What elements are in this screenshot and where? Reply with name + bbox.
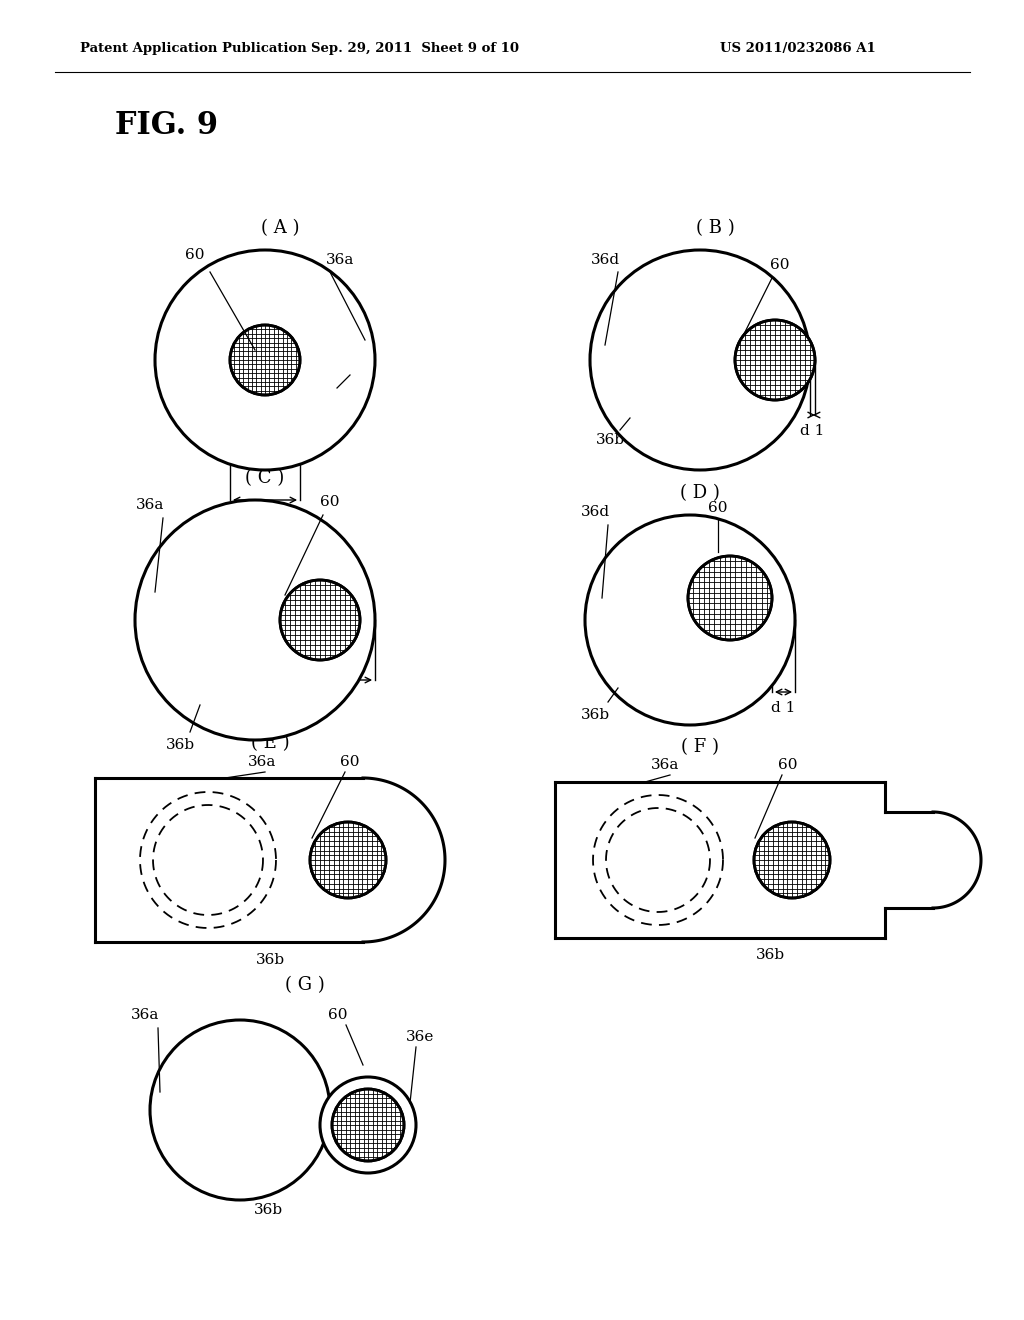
Text: 36b: 36b xyxy=(253,1203,283,1217)
Circle shape xyxy=(735,319,815,400)
Text: 36a: 36a xyxy=(136,498,164,512)
Circle shape xyxy=(590,249,810,470)
Text: 36a: 36a xyxy=(326,253,354,267)
Text: d 1: d 1 xyxy=(315,689,340,704)
Text: 60: 60 xyxy=(185,248,205,261)
Text: d 1: d 1 xyxy=(801,424,824,438)
Circle shape xyxy=(135,500,375,741)
Text: ( A ): ( A ) xyxy=(261,219,299,238)
Circle shape xyxy=(155,249,375,470)
Circle shape xyxy=(230,325,300,395)
Text: 36b: 36b xyxy=(255,953,285,968)
Text: 36b: 36b xyxy=(595,433,625,447)
Circle shape xyxy=(310,822,386,898)
Text: 60: 60 xyxy=(340,755,359,770)
Text: 60: 60 xyxy=(329,1008,348,1022)
Text: ( G ): ( G ) xyxy=(285,975,325,994)
Text: Patent Application Publication: Patent Application Publication xyxy=(80,42,307,55)
Text: ( F ): ( F ) xyxy=(681,738,719,756)
Circle shape xyxy=(754,822,830,898)
Text: d 1: d 1 xyxy=(771,701,796,715)
Text: 36d: 36d xyxy=(581,506,609,519)
Circle shape xyxy=(280,579,360,660)
Circle shape xyxy=(319,1077,416,1173)
Text: Sep. 29, 2011  Sheet 9 of 10: Sep. 29, 2011 Sheet 9 of 10 xyxy=(311,42,519,55)
Text: 36b: 36b xyxy=(756,948,784,962)
Text: 36b: 36b xyxy=(166,738,195,752)
Text: 36a: 36a xyxy=(248,755,276,770)
Text: 36b: 36b xyxy=(581,708,609,722)
Text: ( D ): ( D ) xyxy=(680,484,720,502)
Text: 60: 60 xyxy=(709,502,728,515)
Text: 36a: 36a xyxy=(131,1008,159,1022)
Circle shape xyxy=(585,515,795,725)
Text: 60: 60 xyxy=(321,495,340,510)
Text: 36b: 36b xyxy=(331,383,359,397)
Text: ( E ): ( E ) xyxy=(251,734,290,752)
Text: 60: 60 xyxy=(770,257,790,272)
Text: ( B ): ( B ) xyxy=(695,219,734,238)
Circle shape xyxy=(688,556,772,640)
Text: ( C ): ( C ) xyxy=(246,469,285,487)
Text: 12: 12 xyxy=(315,1137,335,1150)
Text: 60: 60 xyxy=(778,758,798,772)
Text: US 2011/0232086 A1: US 2011/0232086 A1 xyxy=(720,42,876,55)
Text: 36a: 36a xyxy=(651,758,679,772)
Circle shape xyxy=(150,1020,330,1200)
Circle shape xyxy=(332,1089,404,1162)
Text: FIG. 9: FIG. 9 xyxy=(115,110,218,141)
Text: d 1: d 1 xyxy=(253,510,278,523)
Text: 36d: 36d xyxy=(591,253,620,267)
Text: 36e: 36e xyxy=(406,1030,434,1044)
